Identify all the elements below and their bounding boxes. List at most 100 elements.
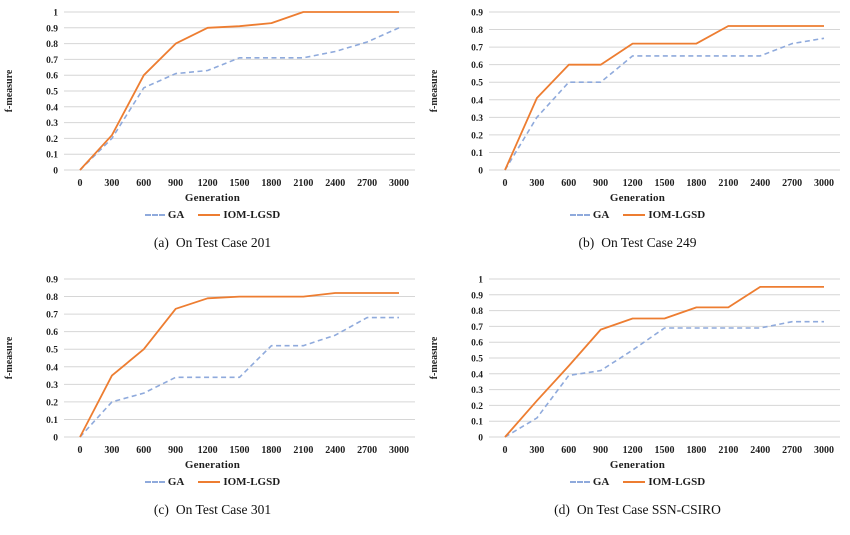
- y-tick-label: 0.6: [471, 61, 483, 71]
- x-tick-label: 300: [529, 178, 544, 189]
- x-tick-label: 0: [502, 445, 507, 456]
- y-tick-label: 1: [478, 276, 483, 286]
- chart-test-case-301: 0.9 0.8 0.7 0.6 0.5 0.4 0.3 0.2 0.1 0 0 300 600 900 12…: [0, 269, 425, 535]
- caption-c-label: (c): [153, 502, 169, 517]
- caption-b: (b) On Test Case 249: [579, 235, 697, 251]
- y-tick-label: 0.5: [471, 355, 483, 365]
- x-axis-title: Generation: [184, 192, 241, 204]
- y-tick-label: 0.1: [46, 151, 58, 161]
- x-tick-label: 2100: [718, 178, 738, 189]
- x-tick-label: 1200: [623, 445, 643, 456]
- y-tick-label: 0.2: [46, 135, 58, 145]
- chart-test-case-301-plot: 0.9 0.8 0.7 0.6 0.5 0.4 0.3 0.2 0.1 0 0 300 600 900 12…: [4, 276, 415, 456]
- x-tick-label: 2400: [750, 178, 770, 189]
- ga-dashed-line-swatch: [144, 214, 165, 216]
- y-tick-label: 0.2: [46, 398, 58, 408]
- caption-a-label: (a): [153, 235, 169, 250]
- caption-d-text: On Test Case SSN-CSIRO: [576, 502, 721, 517]
- y-tick-label: 0.9: [46, 24, 58, 34]
- series-line-iom-lgsd: [79, 292, 399, 438]
- y-tick-label: 0.8: [46, 40, 58, 50]
- y-tick-label: 0.1: [471, 418, 483, 428]
- y-tick-label: 0.6: [471, 339, 483, 349]
- caption-a-text: On Test Case 201: [175, 235, 272, 250]
- x-tick-label: 1500: [655, 445, 675, 456]
- y-tick-label: 0.8: [46, 293, 58, 303]
- x-tick-label: 2700: [357, 178, 377, 189]
- x-tick-label: 2100: [293, 178, 313, 189]
- ga-dashed-line-swatch: [569, 214, 590, 216]
- y-tick-label: 1: [53, 9, 58, 19]
- y-tick-label: 0.5: [46, 346, 58, 356]
- x-tick-label: 600: [136, 178, 151, 189]
- caption-d-label: (d): [554, 502, 570, 517]
- y-tick-label: 0.7: [46, 311, 58, 321]
- series-line-iom-lgsd: [504, 25, 824, 171]
- y-tick-label: 0.7: [471, 44, 483, 54]
- x-tick-label: 600: [561, 178, 576, 189]
- caption-b-text: On Test Case 249: [601, 235, 697, 250]
- x-axis-title: Generation: [184, 459, 241, 471]
- x-tick-label: 3000: [389, 178, 409, 189]
- x-axis-title: Generation: [609, 192, 666, 204]
- caption-a: (a) On Test Case 201: [154, 235, 271, 251]
- y-axis-title: f-measure: [4, 336, 15, 379]
- legend-item-iom-lgsd: IOM-LGSD: [198, 209, 280, 221]
- x-tick-label: 1200: [623, 178, 643, 189]
- y-tick-label: 0.6: [46, 328, 58, 338]
- chart-test-case-201-plot: 1 0.9 0.8 0.7 0.6 0.5 0.4 0.3 0.2 0.1 0 0 300 600 900 1…: [4, 9, 415, 189]
- y-tick-label: 0.3: [46, 119, 58, 129]
- y-tick-label: 0.8: [471, 307, 483, 317]
- y-axis-title: f-measure: [4, 69, 15, 112]
- legend-label-ga: GA: [167, 476, 185, 488]
- y-tick-label: 0.2: [471, 402, 483, 412]
- iom-lgsd-solid-line-swatch: [623, 214, 646, 216]
- y-tick-label: 0.1: [471, 149, 483, 159]
- x-tick-label: 0: [502, 178, 507, 189]
- x-tick-label: 0: [77, 178, 82, 189]
- x-tick-label: 1200: [198, 445, 218, 456]
- iom-lgsd-solid-line-swatch: [198, 214, 221, 216]
- iom-lgsd-solid-line-swatch: [623, 481, 646, 483]
- legend-label-iom-lgsd: IOM-LGSD: [223, 209, 281, 221]
- y-tick-label: 0.7: [46, 56, 58, 66]
- x-axis-title: Generation: [609, 459, 666, 471]
- y-tick-label: 0.4: [46, 363, 58, 373]
- iom-lgsd-solid-line-swatch: [198, 481, 221, 483]
- x-tick-label: 1800: [686, 445, 706, 456]
- x-tick-label: 900: [593, 178, 608, 189]
- series-line-iom-lgsd: [504, 285, 824, 438]
- x-tick-label: 1800: [686, 178, 706, 189]
- legend-label-ga: GA: [167, 209, 185, 221]
- y-tick-label: 0.8: [471, 26, 483, 36]
- y-tick-label: 0.9: [471, 291, 483, 301]
- caption-c: (c) On Test Case 301: [154, 502, 271, 518]
- chart-test-case-ssn-csiro-plot: 1 0.9 0.8 0.7 0.6 0.5 0.4 0.3 0.2 0.1 0 0 300 600 900 1…: [429, 276, 840, 456]
- chart-test-case-249: 0.9 0.8 0.7 0.6 0.5 0.4 0.3 0.2 0.1 0 0 300 600 900 12…: [425, 2, 850, 269]
- x-tick-label: 1800: [261, 445, 281, 456]
- legend-label-iom-lgsd: IOM-LGSD: [648, 209, 706, 221]
- chart-test-case-249-plot: 0.9 0.8 0.7 0.6 0.5 0.4 0.3 0.2 0.1 0 0 300 600 900 12…: [429, 9, 840, 189]
- y-tick-label: 0.3: [471, 386, 483, 396]
- y-tick-label: 0: [478, 434, 483, 444]
- y-tick-label: 0.1: [46, 416, 58, 426]
- ga-dashed-line-swatch: [144, 481, 165, 483]
- legend-item-iom-lgsd: IOM-LGSD: [198, 476, 280, 488]
- legend: GA IOM-LGSD: [144, 476, 280, 488]
- x-tick-label: 1500: [230, 445, 250, 456]
- x-tick-label: 3000: [814, 445, 834, 456]
- y-tick-label: 0.4: [471, 96, 483, 106]
- x-tick-label: 0: [77, 445, 82, 456]
- x-tick-label: 300: [104, 445, 119, 456]
- x-tick-label: 3000: [389, 445, 409, 456]
- x-tick-label: 1200: [198, 178, 218, 189]
- legend: GA IOM-LGSD: [569, 476, 705, 488]
- x-tick-label: 2700: [357, 445, 377, 456]
- legend-label-ga: GA: [592, 476, 610, 488]
- x-tick-label: 1500: [230, 178, 250, 189]
- x-tick-label: 300: [104, 178, 119, 189]
- legend: GA IOM-LGSD: [144, 209, 280, 221]
- legend-item-iom-lgsd: IOM-LGSD: [623, 476, 705, 488]
- series-line-ga: [79, 316, 399, 438]
- legend-item-ga: GA: [144, 209, 185, 221]
